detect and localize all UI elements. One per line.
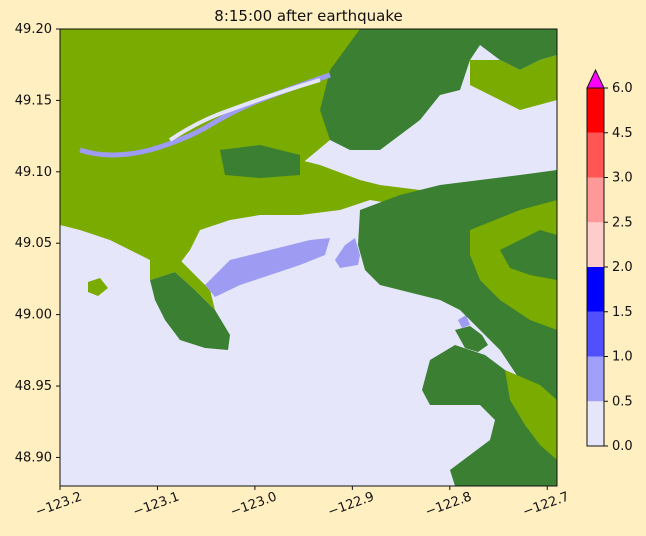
land-north-dark	[320, 29, 557, 150]
colorbar-segment	[587, 177, 604, 223]
colorbar-segment	[587, 267, 604, 312]
flood-patch-east	[335, 238, 360, 268]
flood-patch-west	[205, 238, 330, 297]
colorbar-extend-arrow	[586, 68, 605, 89]
colorbar-segment	[587, 222, 604, 267]
colorbar-segment	[587, 88, 604, 133]
y-tick-label: 49.00	[15, 308, 52, 323]
colorbar-tick-label: 6.0	[612, 81, 633, 96]
x-tick-label: −123.1	[131, 489, 181, 520]
flood-patch-small	[458, 315, 470, 328]
colorbar-tick-label: 1.0	[612, 350, 633, 365]
land-delta	[60, 140, 440, 275]
colorbar-segment	[587, 132, 604, 178]
colorbar-tick-label: 2.5	[612, 215, 633, 230]
map-area	[59, 28, 558, 487]
x-tick-label: −123.0	[229, 489, 279, 520]
land-point-roberts	[150, 272, 230, 350]
land-point-roberts-edge	[150, 255, 215, 310]
land-islet	[88, 278, 108, 296]
plot-title: 8:15:00 after earthquake	[214, 7, 403, 25]
colorbar: 0.0 0.5 1.0 1.5 2.0 2.5 3.0 4.5 6.0	[586, 68, 633, 454]
colorbar-segment	[587, 356, 604, 402]
colorbar-tick-label: 0.0	[612, 439, 633, 454]
y-tick-label: 49.10	[15, 165, 52, 180]
river-arm	[168, 78, 321, 142]
x-axis: −123.2 −123.1 −123.0 −122.9 −122.8 −122.7	[34, 486, 571, 520]
y-tick-label: 48.95	[15, 379, 52, 394]
colorbar-tick-label: 1.5	[612, 305, 633, 320]
land-delta-park	[220, 145, 300, 178]
plot-frame	[59, 28, 558, 487]
y-tick-label: 49.15	[15, 93, 52, 108]
x-tick-label: −123.2	[34, 489, 84, 520]
colorbar-segment	[587, 401, 604, 446]
x-tick-label: −122.8	[423, 489, 473, 520]
land-north	[60, 29, 360, 170]
colorbar-tick-label: 2.0	[612, 260, 633, 275]
colorbar-tick-label: 0.5	[612, 394, 633, 409]
land-spit	[455, 326, 488, 352]
x-tick-label: −122.7	[521, 489, 571, 520]
colorbar-tick-label: 3.0	[612, 171, 633, 186]
x-tick-label: −122.9	[326, 489, 376, 520]
land-east-ridge	[500, 230, 557, 280]
y-tick-label: 48.90	[15, 450, 52, 465]
y-tick-label: 49.05	[15, 236, 52, 251]
land-northeast-rise	[470, 55, 557, 110]
land-south	[422, 345, 557, 486]
y-axis: 49.20 49.15 49.10 49.05 49.00 48.95 48.90	[15, 22, 60, 465]
y-tick-label: 49.20	[15, 22, 52, 37]
land-south-slope	[505, 370, 557, 460]
colorbar-tick-label: 4.5	[612, 126, 633, 141]
colorbar-segment	[587, 311, 604, 357]
